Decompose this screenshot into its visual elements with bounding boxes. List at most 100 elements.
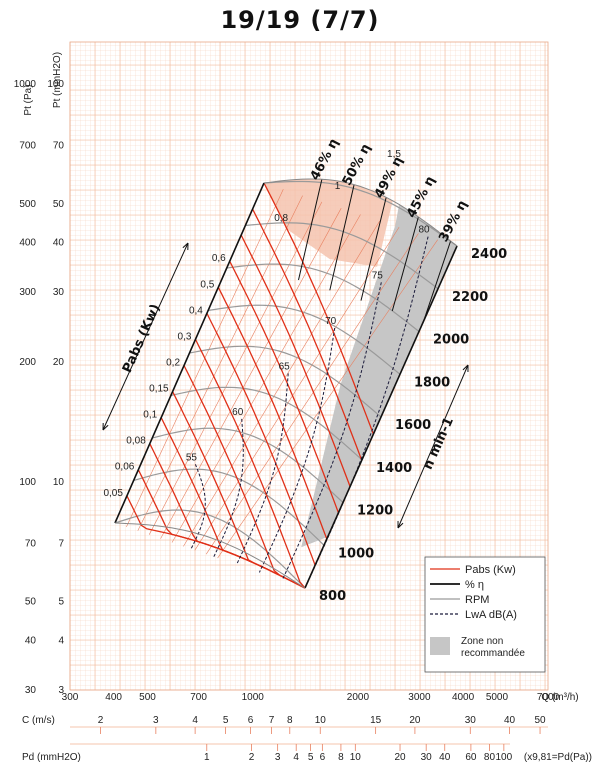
pabs-label: 0,3 (178, 331, 192, 342)
c-tick: 20 (409, 715, 421, 726)
y-tick-mmh2o: 7 (58, 539, 64, 550)
pabs-curve (217, 287, 328, 540)
rpm-curve (208, 304, 401, 375)
lwa-label: 80 (418, 225, 430, 236)
reference-line (171, 214, 361, 543)
pabs-label: 0,15 (149, 384, 169, 395)
c-tick: 10 (315, 715, 327, 726)
rpm-label: 800 (319, 589, 346, 604)
x-axis-label: Q (m³/h) (541, 692, 578, 703)
pabs-curve (183, 365, 306, 589)
x-tick: 300 (62, 692, 79, 703)
lwa-label: 65 (279, 361, 291, 372)
lwa-curve (258, 327, 336, 573)
y-tick-pa: 500 (19, 199, 36, 210)
c-tick: 30 (465, 715, 477, 726)
rpm-curve (133, 468, 325, 546)
y-tick-pa: 1000 (14, 79, 37, 90)
fan-right-boundary (304, 245, 458, 589)
rpm-curve (226, 263, 420, 332)
lwa-label: 55 (186, 452, 198, 463)
y-tick-mmh2o: 3 (58, 685, 64, 696)
pabs-label: 1 (335, 181, 341, 192)
legend-label-line2: recommandée (461, 648, 525, 659)
pabs-curve (194, 339, 306, 589)
pd-suffix: (x9,81=Pd(Pa)) (524, 752, 592, 763)
x-tick: 1000 (242, 692, 265, 703)
pd-tick: 30 (421, 752, 433, 763)
rpm-curve (263, 180, 458, 247)
lwa-label: 70 (325, 316, 337, 327)
pd-tick: 8 (338, 752, 344, 763)
lwa-curve (304, 236, 429, 589)
y-tick-mmh2o: 20 (53, 357, 65, 368)
pd-axis-label: Pd (mmH2O) (22, 752, 81, 763)
y-tick-mmh2o: 30 (53, 287, 65, 298)
y-tick-pa: 70 (25, 539, 37, 550)
arrow-head (462, 364, 469, 373)
y-tick-pa: 100 (19, 477, 36, 488)
fan-bottom-boundary (114, 522, 306, 589)
chart-title: 19/19 (7/7) (220, 6, 380, 34)
rpm-label: 1000 (338, 546, 374, 561)
rpm-curve (170, 386, 363, 461)
pd-tick: 1 (204, 752, 210, 763)
reference-line (183, 220, 381, 547)
legend: Pabs (Kw) % η RPM LwA dB(A) Zone nonrecomman… (424, 556, 546, 673)
pabs-label: 0,1 (143, 410, 157, 421)
x-tick: 5000 (486, 692, 509, 703)
arrow-head (397, 520, 404, 529)
pd-tick: 60 (465, 752, 477, 763)
y-tick-mmh2o: 50 (53, 199, 65, 210)
reference-line (148, 201, 323, 535)
pabs-label: 0,8 (274, 213, 288, 224)
y-tick-pa: 700 (19, 141, 36, 152)
y-tick-pa: 50 (25, 597, 37, 608)
pabs-curve (240, 234, 351, 487)
lwa-label: 60 (232, 407, 244, 418)
x-tick: 3000 (408, 692, 431, 703)
y-tick-pa: 30 (25, 685, 37, 696)
pd-tick: 20 (394, 752, 406, 763)
lwa-curve (281, 282, 382, 581)
y-tick-mmh2o: 10 (53, 477, 65, 488)
pd-tick: 4 (293, 752, 299, 763)
pd-tick: 6 (320, 752, 326, 763)
y-tick-pa: 400 (19, 237, 36, 248)
pabs-label: 1,5 (387, 149, 401, 160)
fan-left-boundary (114, 182, 265, 524)
rpm-curve (189, 345, 382, 418)
pd-tick: 10 (350, 752, 362, 763)
c-tick: 3 (153, 715, 159, 726)
efficiency-line (423, 240, 452, 322)
y-axis-label-pa: Pt (Pa) (23, 84, 34, 115)
lwa-curve (213, 418, 244, 558)
y-tick-pa: 200 (19, 357, 36, 368)
reference-line (194, 226, 400, 551)
legend-swatch-zone (430, 637, 450, 655)
c-tick: 2 (98, 715, 104, 726)
c-tick: 5 (223, 715, 229, 726)
legend-label: % η (465, 579, 484, 591)
c-tick: 15 (370, 715, 382, 726)
pabs-curve (172, 391, 306, 589)
y-tick-mmh2o: 100 (47, 79, 64, 90)
pd-tick: 3 (275, 752, 281, 763)
rpm-label: 2200 (452, 290, 488, 305)
x-tick: 400 (105, 692, 122, 703)
c-tick: 6 (248, 715, 254, 726)
efficient-zone (264, 179, 393, 267)
arrow-head (102, 422, 109, 431)
legend-label: LwA dB(A) (465, 609, 517, 621)
rpm-curve (152, 427, 344, 503)
legend-label-line1: Zone non (461, 636, 503, 647)
rpm-arrow (397, 364, 469, 529)
pabs-label: 0,2 (166, 357, 180, 368)
pd-tick: 2 (249, 752, 255, 763)
x-tick: 2000 (347, 692, 370, 703)
c-tick: 8 (287, 715, 293, 726)
c-axis-label: C (m/s) (22, 715, 55, 726)
pabs-label: 0,06 (115, 462, 135, 473)
c-tick: 7 (269, 715, 275, 726)
